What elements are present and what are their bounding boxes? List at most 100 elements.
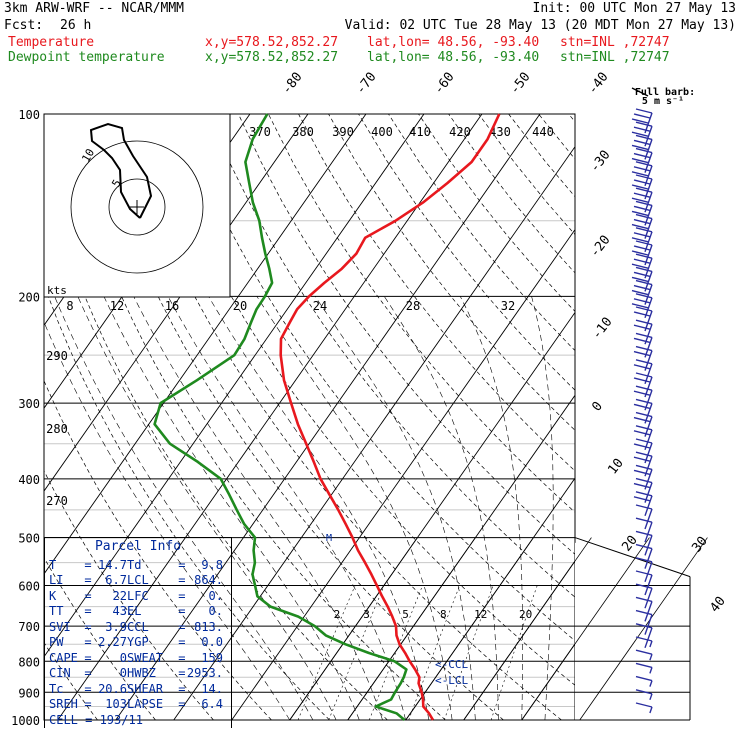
barb-feather xyxy=(635,359,653,365)
parcel-info-value: 103 xyxy=(105,697,127,711)
temperature-station: stn=INL ,72747 xyxy=(560,35,670,50)
barb-feather xyxy=(635,425,653,431)
barb-legend-line2: 5 m s⁻¹ xyxy=(642,96,684,107)
theta-label: 390 xyxy=(332,125,354,139)
moist-adiabat xyxy=(314,296,476,720)
barb-feather xyxy=(631,237,649,243)
parcel-info-value: 9.8 xyxy=(201,557,223,572)
parcel-info-pair: CIN = 0 xyxy=(49,666,127,680)
parcel-info-key: YGP xyxy=(127,635,149,649)
barb-feather xyxy=(633,350,651,357)
barb-feather xyxy=(633,152,651,159)
hodograph-ring xyxy=(108,178,166,236)
parcel-info-pair: CAPE = 0 xyxy=(49,650,127,665)
dewpoint-latlon: lat,lon= 48.56, -93.40 xyxy=(367,50,540,65)
forecast-label: Fcst: xyxy=(4,18,44,33)
dry-adiabat xyxy=(238,114,575,555)
wind-barb xyxy=(635,636,653,648)
barb-staff xyxy=(649,706,653,714)
isotherm xyxy=(347,394,575,720)
barb-feather xyxy=(635,675,653,682)
wind-barb xyxy=(635,543,653,569)
parcel-info-key: HWBZ xyxy=(127,666,156,680)
wind-barb xyxy=(635,609,653,635)
barb-staff xyxy=(649,693,653,701)
parcel-info-key: LFC xyxy=(127,588,149,603)
barb-staff xyxy=(644,627,653,649)
barb-staff xyxy=(644,587,653,609)
barb-feather xyxy=(635,636,653,642)
barb-feather xyxy=(635,623,653,629)
parcel-info-pair: TT = 43 xyxy=(49,604,127,618)
parcel-info-table: T = 14.7 Td = 9.8 LI = 6.7 LCL = 864. K = 22 LFC = 0. TT = 4… xyxy=(45,558,231,713)
hodograph-speed-label: 28 xyxy=(406,299,420,313)
moist-adiabat xyxy=(531,296,554,720)
parcel-info-value: 813. xyxy=(194,619,223,634)
mixing-ratio-line xyxy=(408,585,460,720)
lower-triangle-edge xyxy=(574,537,691,578)
barb-staff xyxy=(649,680,653,687)
parcel-info-pair: Tc = 20.6 xyxy=(49,681,127,696)
hodograph-trace xyxy=(89,122,153,219)
wind-barb xyxy=(635,702,653,714)
barb-feather xyxy=(635,147,653,154)
barb-feather xyxy=(631,171,649,177)
parcel-info-row: PW = 2.27 YGP = 0.0 xyxy=(45,635,231,651)
barb-feather xyxy=(631,303,649,309)
isotherm xyxy=(57,114,483,720)
isotherm-extension xyxy=(579,537,708,721)
pressure-label: 600 xyxy=(18,580,40,594)
parcel-info-row: K = 22 LFC = 0. xyxy=(45,589,231,605)
hodograph-ring-label: 10 xyxy=(79,147,97,165)
hodograph-speed-label: 12 xyxy=(110,299,124,313)
parcel-info-value: 14.7 xyxy=(98,557,127,572)
theta-label: 420 xyxy=(449,125,471,139)
barb-feather xyxy=(635,108,653,114)
barb-feather xyxy=(635,477,653,484)
sounding-profiles: M xyxy=(153,113,501,722)
hodograph-ring xyxy=(70,140,204,274)
parcel-info-value: 20.6 xyxy=(98,681,127,696)
parcel-info-pair: SVI = 3.9 xyxy=(49,619,127,634)
parcel-info-row: Tc = 20.6 SHEAR = 14. xyxy=(45,682,231,698)
isotherm xyxy=(44,114,367,575)
isotherm-label: -40 xyxy=(585,70,611,98)
wind-barb xyxy=(635,596,653,622)
parcel-info-key: K xyxy=(49,588,57,603)
mixing-ratio-line xyxy=(328,585,385,720)
barb-staff xyxy=(644,574,653,596)
theta-left-label: 270 xyxy=(46,494,68,508)
wind-barb xyxy=(631,293,653,319)
dry-adiabat xyxy=(44,379,272,720)
isotherm-extension xyxy=(463,537,592,721)
temperature-legend: Temperature xyxy=(8,35,95,50)
barb-feather xyxy=(633,456,651,462)
parcel-info-pair: SREH = 103 xyxy=(49,697,127,711)
parcel-info-value: 0. xyxy=(208,604,223,618)
theta-label: 430 xyxy=(489,125,511,139)
barb-feather xyxy=(635,293,653,299)
pressure-label: 200 xyxy=(18,290,40,304)
parcel-info-value: 864. xyxy=(194,573,223,587)
barb-staff xyxy=(644,535,653,556)
barb-feather xyxy=(631,223,649,230)
barb-feather xyxy=(633,337,651,344)
wind-barbs xyxy=(631,87,653,714)
moist-adiabat xyxy=(256,296,453,720)
parcel-info-key: SREH xyxy=(49,697,78,711)
parcel-info-value: 22 xyxy=(112,588,127,603)
barb-feather xyxy=(635,464,653,471)
dewpoint-station: stn=INL ,72747 xyxy=(560,50,670,65)
dry-adiabat xyxy=(208,114,575,598)
theta-left-label: 280 xyxy=(46,422,68,436)
parcel-info-pair: SWEAT = 159 xyxy=(127,650,223,665)
wind-barb xyxy=(635,557,653,583)
isotherm-label: -50 xyxy=(507,70,533,98)
theta-label: 440 xyxy=(532,125,554,139)
barb-feather xyxy=(633,284,651,291)
barb-feather xyxy=(635,649,653,655)
parcel-info-key: LCL xyxy=(127,573,149,587)
wind-barb xyxy=(635,675,653,687)
barb-staff xyxy=(649,667,653,674)
